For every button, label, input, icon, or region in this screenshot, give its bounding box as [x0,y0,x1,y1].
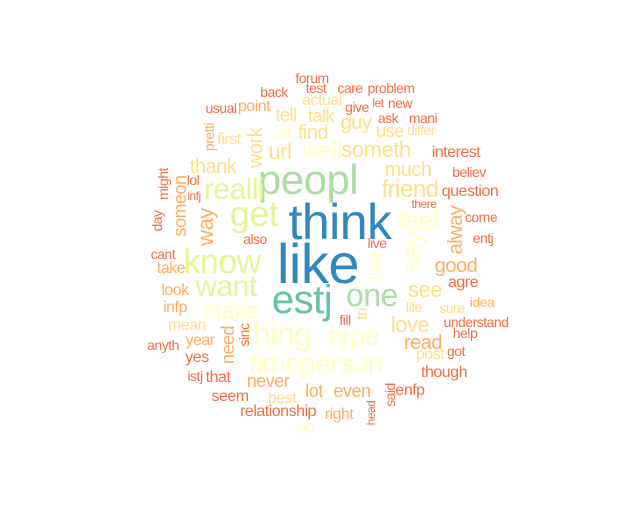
word-interest: interest [431,144,481,161]
word-see: see [408,277,442,302]
word-fill: fill [339,312,351,328]
word-use: use [376,121,404,141]
word-sure: sure [439,300,465,316]
word-take: take [156,260,186,277]
word-timeperson: timeperson [249,348,383,379]
word-feel: feel [398,205,438,235]
word-know: know [183,243,261,281]
word-say: say [396,230,427,274]
word-look: look [161,282,189,299]
word-give: give [345,99,369,115]
word-that: that [205,369,231,386]
word-live: live [367,235,387,251]
word-thank: thank [189,156,237,178]
word-anyth: anyth [147,337,179,353]
word-post: post [415,346,445,363]
word-infj: infj [187,189,201,203]
word-url: url [268,139,292,164]
word-right: right [324,406,354,423]
word-want: want [195,270,257,303]
word-infp: infp [163,299,187,316]
word-yes: yes [185,349,209,366]
word-year: year [185,332,215,349]
word-go: go [297,419,315,436]
word-first: first [217,131,241,148]
word-friend: friend [381,176,439,203]
word-new: new [387,95,413,111]
word-forum: forum [295,70,329,86]
word-estj: estj [271,278,333,322]
word-relationship: relationship [240,403,316,420]
word-enfp: enfp [395,382,425,399]
word-got: got [447,343,465,359]
word-alway: alway [445,205,467,255]
word-idea: idea [469,294,495,310]
word-still: still [272,125,290,141]
word-seem: seem [211,388,249,405]
word-question: question [441,183,499,200]
word-problem: problem [367,80,415,96]
word-ask: ask [377,110,399,126]
word-one: one [346,277,398,313]
word-test: test [305,80,327,96]
word-well: well [302,137,342,164]
word-let: let [372,96,384,110]
word-type: type [328,320,380,351]
word-life: life [406,299,422,315]
word-thing: thing [244,316,312,352]
word-come: come [464,209,498,225]
word-sinc: sinc [236,323,252,347]
word-point: point [237,98,271,115]
word-tell: tell [275,105,297,125]
word-usual: usual [205,100,237,116]
word-someth: someth [341,137,411,162]
word-differ: differ [407,122,435,138]
word-live: live [365,251,387,281]
word-best: best [267,390,297,407]
word-guy: guy [340,112,372,134]
word-istj: istj [187,368,203,384]
word-tri: tri [354,308,371,320]
word-peopl: peopl [257,156,359,203]
word-way: way [193,208,218,246]
word-read: read [403,332,443,354]
word-good: good [434,255,478,277]
word-never: never [246,371,290,391]
word-help: help [452,325,478,341]
word-realli: realli [203,173,265,206]
word-make: make [201,298,259,325]
word-need: need [218,325,238,365]
word-though: though [421,364,467,381]
word-get: get [229,193,279,234]
word-might: might [155,168,171,200]
word-even: even [333,381,371,401]
word-much: much [384,159,432,181]
word-work: work [245,127,267,169]
word-actual: actual [302,92,342,109]
word-love: love [390,312,430,337]
word-lot: lot [305,381,323,401]
word-head: head [364,400,378,426]
word-like: like [276,232,360,295]
word-pretti: pretti [201,122,217,152]
word-cant: cant [150,246,176,262]
word-agre: agre [447,274,479,291]
word-mani: mani [408,110,438,126]
word-lol: lol [186,172,200,188]
word-back: back [260,84,288,100]
word-talk: talk [307,106,335,126]
word-find: find [297,122,329,144]
word-entj: entj [472,230,494,246]
word-mean: mean [167,317,207,334]
word-there: there [411,197,437,211]
word-also: also [243,231,267,247]
word-care: care [337,80,363,96]
word-think: think [288,194,392,250]
word-day: day [149,210,165,232]
word-believ: believ [452,164,486,180]
word-understand: understand [443,314,509,330]
